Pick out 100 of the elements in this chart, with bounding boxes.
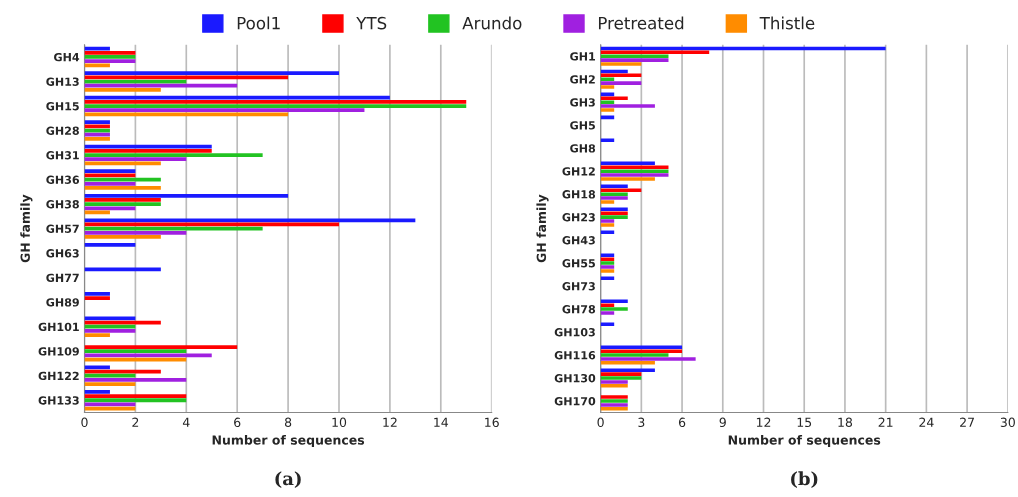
bar: [84, 181, 136, 186]
bar: [600, 173, 669, 177]
y-tick-label: GH4: [54, 52, 80, 62]
bar: [600, 349, 683, 353]
bar: [84, 169, 136, 174]
bar: [600, 215, 628, 219]
bar: [84, 99, 467, 104]
text: (b): [791, 471, 818, 488]
bar: [600, 100, 615, 104]
x-tick-label: 2: [132, 417, 139, 427]
bar: [600, 372, 642, 376]
x-tick-label: 30: [1000, 417, 1015, 428]
bar: [600, 395, 628, 399]
y-tick-label: GH8: [570, 144, 596, 153]
x-tick-label: 9: [719, 417, 726, 428]
bar: [84, 198, 161, 202]
y-tick-label: GH31: [46, 151, 79, 160]
y-tick-label: GH28: [46, 126, 79, 135]
bar: [84, 382, 136, 386]
bar: [84, 349, 187, 354]
x-tick-label: 8: [284, 417, 292, 428]
y-tick-label: GH13: [46, 77, 79, 86]
bar: [84, 108, 365, 113]
y-tick-label: GH15: [46, 102, 79, 111]
y-axis-title: GH family: [20, 194, 33, 263]
bar: [600, 54, 669, 58]
legend-label: Thistle: [759, 16, 815, 30]
x-tick-label: 10: [332, 417, 347, 428]
x-tick-label: 18: [838, 417, 853, 428]
bar: [600, 177, 655, 181]
bar: [84, 296, 110, 300]
bar: [600, 200, 615, 204]
x-tick-label: 12: [756, 417, 771, 427]
y-tick-label: GH73: [562, 282, 595, 291]
x-tick-label: 21: [878, 417, 893, 427]
bar: [84, 267, 161, 272]
y-tick-label: GH77: [46, 273, 79, 283]
bar: [84, 378, 187, 382]
bar: [600, 353, 669, 357]
x-tick-label: 16: [485, 417, 499, 428]
bar: [84, 149, 212, 153]
bar: [600, 399, 628, 403]
x-axis-title: Number of sequences: [212, 435, 365, 448]
x-tick-label: 6: [678, 417, 686, 428]
bar: [600, 380, 628, 384]
bar: [84, 104, 467, 108]
bar: [600, 376, 642, 380]
bar: [600, 357, 696, 361]
y-tick-label: GH1: [570, 52, 595, 61]
bar: [600, 345, 683, 349]
y-tick-label: GH38: [46, 200, 79, 209]
y-tick-label: GH63: [46, 249, 79, 258]
y-tick-label: GH170: [554, 396, 596, 406]
bar: [600, 219, 615, 223]
y-tick-label: GH133: [38, 396, 79, 405]
bar: [84, 324, 136, 329]
bar: [84, 50, 136, 55]
bar: [600, 223, 615, 227]
bar: [84, 153, 263, 157]
bar: [600, 269, 615, 273]
bar: [84, 55, 136, 59]
text: (a): [275, 471, 301, 488]
y-tick-label: GH2: [570, 75, 595, 84]
y-tick-label: GH18: [562, 190, 596, 199]
bar: [84, 46, 110, 51]
y-tick-label: GH103: [554, 328, 595, 337]
bar: [600, 108, 615, 112]
bar: [84, 59, 136, 64]
bar: [84, 316, 136, 321]
bar: [600, 311, 615, 315]
bar: [84, 63, 110, 68]
bar: [84, 328, 136, 333]
bar: [600, 265, 615, 269]
x-tick-label: 14: [434, 417, 449, 427]
bar: [600, 192, 628, 196]
x-tick-label: 0: [81, 417, 88, 428]
bar: [600, 257, 615, 261]
bar: [600, 322, 615, 326]
x-tick-label: 15: [797, 417, 812, 428]
bar: [84, 242, 136, 247]
bar: [600, 77, 615, 81]
bar: [84, 398, 187, 403]
y-tick-label: GH12: [562, 167, 595, 176]
bar: [84, 186, 161, 190]
bar: [600, 196, 628, 200]
bar: [600, 368, 655, 372]
bar: [84, 291, 110, 296]
legend-label: Arundo: [462, 16, 522, 30]
y-tick-label: GH43: [562, 236, 595, 245]
y-tick-label: GH130: [554, 374, 596, 383]
bar: [600, 188, 642, 192]
x-tick-label: 24: [919, 417, 934, 427]
bar: [84, 87, 161, 92]
y-tick-label: GH57: [46, 224, 79, 233]
x-tick-label: 12: [383, 417, 397, 427]
bar: [600, 261, 615, 265]
bar: [84, 132, 110, 137]
y-tick-label: GH36: [46, 175, 80, 184]
bar: [600, 403, 628, 407]
bar: [84, 83, 238, 88]
